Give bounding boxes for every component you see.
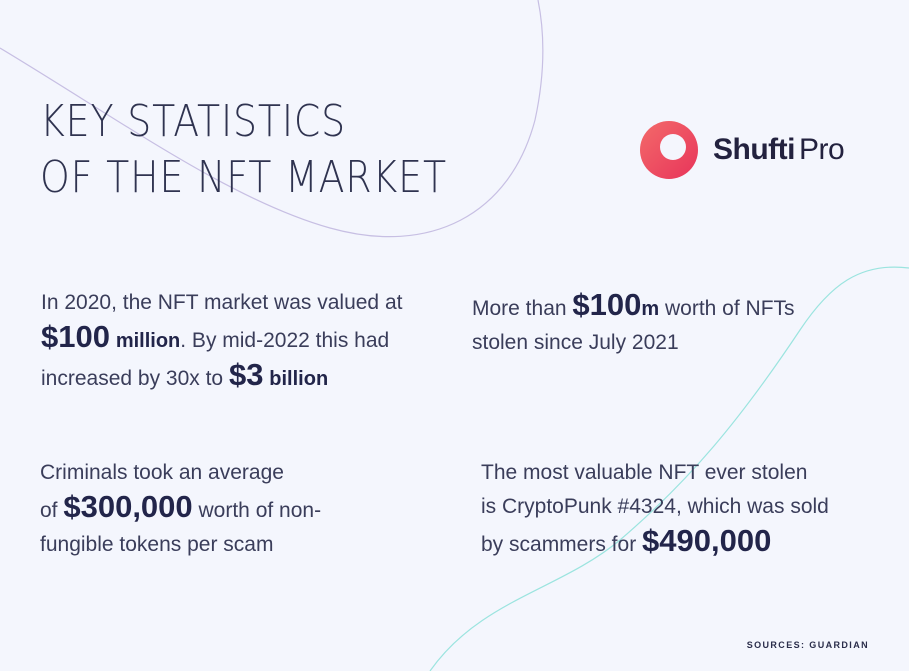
stat-unit: billion: [269, 368, 329, 390]
stat-text: fungible tokens per scam: [40, 533, 274, 556]
stat-line: More than $100m worth of NFTs: [472, 288, 795, 326]
stat-text: . By mid-2022 this had: [180, 329, 390, 352]
stat-text: worth of non-: [192, 499, 322, 522]
page-title: KEY STATISTICS OF THE NFT MARKET: [40, 94, 447, 206]
stat-line: In 2020, the NFT market was valued at: [41, 286, 402, 320]
stat-line: stolen since July 2021: [472, 326, 795, 360]
stat-line: fungible tokens per scam: [40, 528, 321, 562]
stat-line: Criminals took an average: [40, 456, 321, 490]
stat-most-valuable-stolen: The most valuable NFT ever stolen is Cry…: [481, 456, 829, 562]
stat-text: More than: [472, 297, 573, 320]
stat-nfts-stolen: More than $100m worth of NFTs stolen sin…: [472, 288, 795, 360]
stat-line: The most valuable NFT ever stolen: [481, 456, 829, 490]
stat-text: of: [40, 499, 64, 522]
stat-value: $100: [41, 319, 110, 354]
stat-market-value: In 2020, the NFT market was valued at $1…: [41, 286, 402, 396]
stat-average-scam: Criminals took an average of $300,000 wo…: [40, 456, 321, 562]
logo-word-shufti: Shufti: [713, 133, 795, 166]
stat-value: $490,000: [642, 523, 772, 558]
stat-value: $100: [572, 287, 642, 322]
stat-line: $100 million. By mid-2022 this had: [41, 320, 402, 358]
stat-line: increased by 30x to $3 billion: [41, 358, 402, 396]
stat-text: The most valuable NFT ever stolen: [481, 461, 808, 484]
logo-mark-icon: [640, 121, 698, 179]
stat-unit: million: [115, 330, 181, 352]
stat-text: is CryptoPunk #4324, which was sold: [481, 495, 829, 518]
stat-unit: m: [641, 298, 660, 320]
stat-value: $300,000: [63, 489, 193, 524]
stat-text: by scammers for: [481, 533, 643, 556]
stat-text: In 2020, the NFT market was valued at: [41, 291, 403, 314]
sources-note: SOURCES: GUARDIAN: [746, 640, 869, 650]
shufti-pro-logo: Shufti Pro: [639, 118, 845, 182]
stat-text: worth of NFTs: [659, 297, 795, 320]
logo-wordmark: Shufti Pro: [713, 133, 845, 167]
stat-text: increased by 30x to: [41, 367, 229, 390]
stat-line: of $300,000 worth of non-: [40, 490, 321, 528]
title-line-1: KEY STATISTICS: [40, 96, 347, 147]
stat-text: Criminals took an average: [40, 461, 284, 484]
stat-value: $3: [228, 357, 264, 392]
stat-text: stolen since July 2021: [472, 331, 679, 354]
stat-line: is CryptoPunk #4324, which was sold: [481, 490, 829, 524]
logo-word-pro: Pro: [798, 133, 845, 166]
title-line-2: OF THE NFT MARKET: [40, 152, 447, 203]
stat-line: by scammers for $490,000: [481, 524, 829, 562]
